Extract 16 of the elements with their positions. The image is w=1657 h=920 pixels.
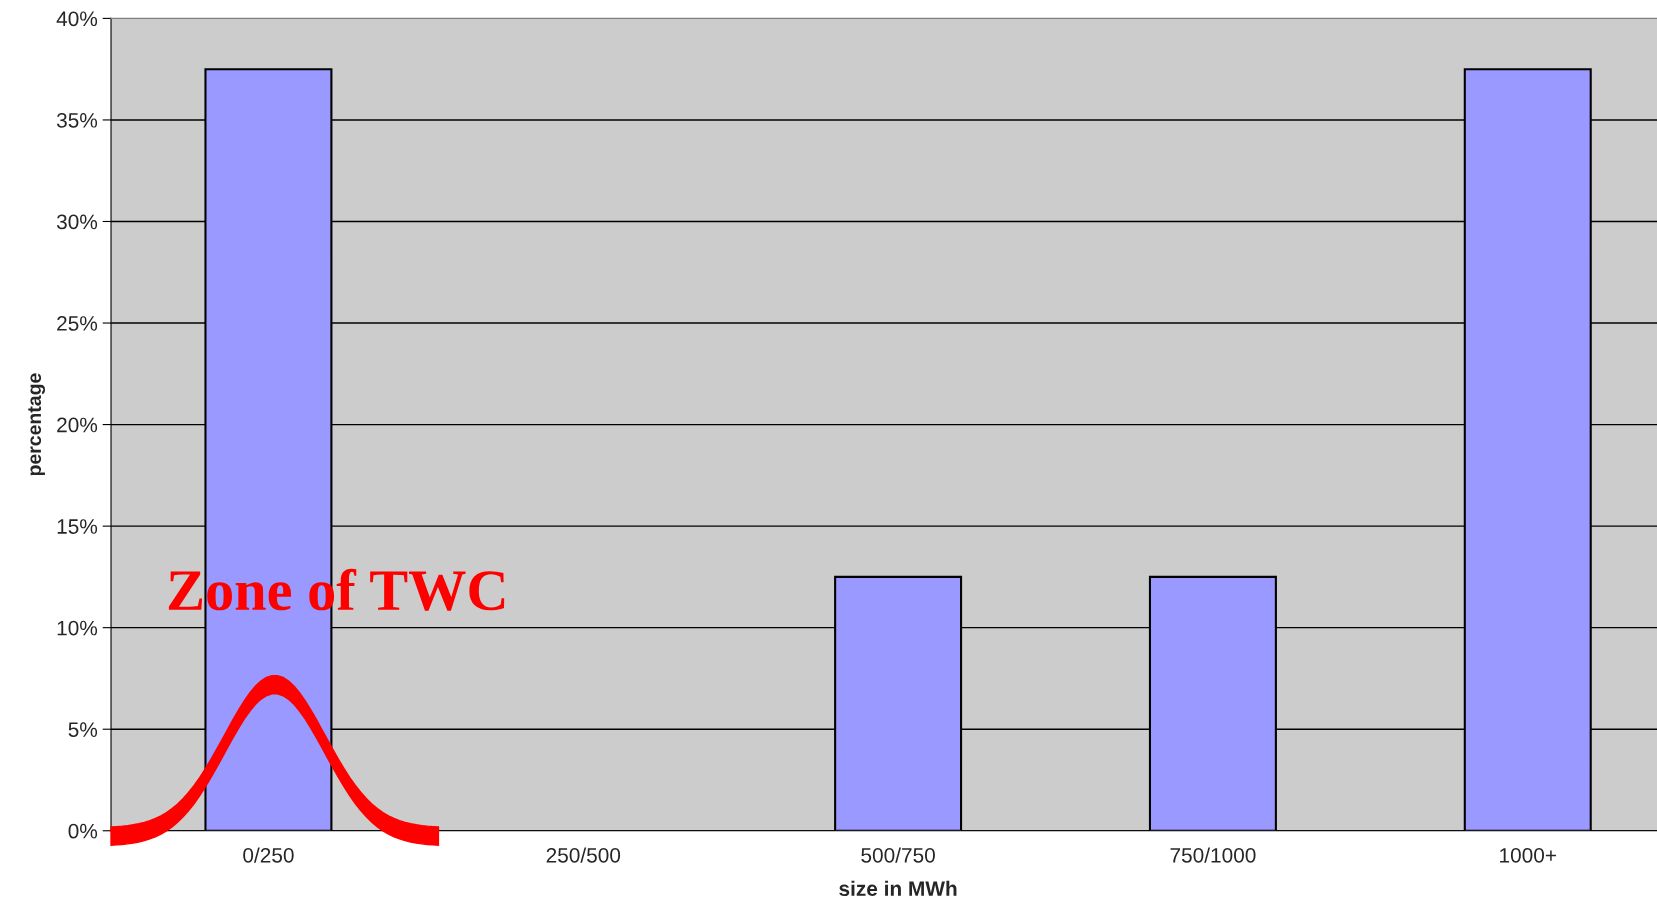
y-axis-title: percentage (28, 373, 46, 476)
y-tick-label: 5% (68, 722, 98, 737)
y-tick-label: 15% (57, 519, 98, 534)
y-tick-label: 40% (56, 11, 98, 27)
x-axis-title: size in MWh (839, 880, 957, 897)
x-tick-label: 0/250 (243, 847, 294, 863)
x-tick-label: 1000+ (1500, 847, 1556, 863)
y-tick-label: 25% (57, 316, 98, 331)
y-tick-label: 20% (57, 417, 98, 433)
y-tick-label: 30% (56, 214, 98, 230)
x-tick-label: 250/500 (546, 847, 621, 863)
x-tick-label: 750/1000 (1170, 847, 1256, 863)
y-tick-label: 0% (68, 823, 98, 839)
y-tick-label: 10% (57, 620, 98, 636)
x-tick-label: 500/750 (861, 847, 935, 863)
y-tick-label: 35% (56, 112, 98, 128)
